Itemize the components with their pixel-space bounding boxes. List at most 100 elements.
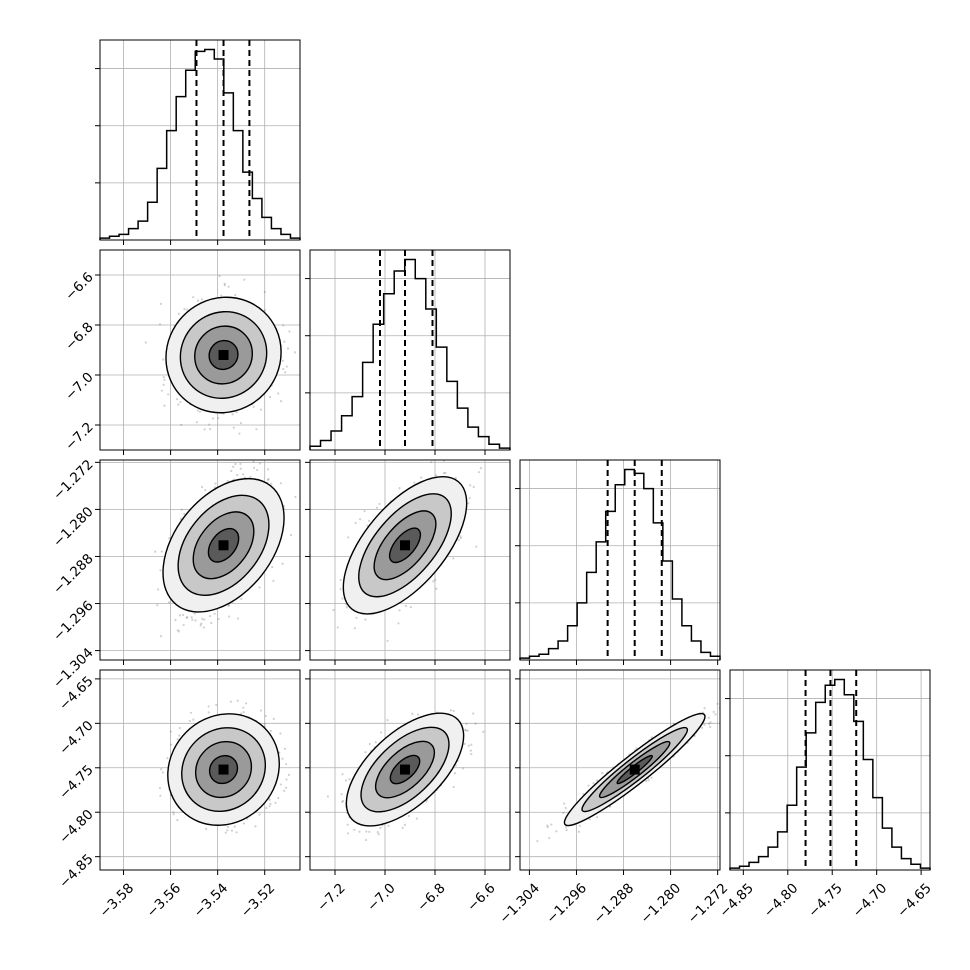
scatter-point [240,597,243,600]
scatter-point [208,614,212,618]
scatter-point [249,475,252,478]
scatter-point [336,626,339,629]
scatter-point [177,630,181,633]
scatter-point [201,617,204,621]
scatter-point [409,605,412,609]
scatter-point [214,482,217,485]
scatter-point [251,444,253,446]
scatter-point [397,622,400,625]
scatter-point [347,536,350,539]
scatter-point [259,709,263,712]
scatter-point [268,805,271,808]
scatter-point [232,426,235,429]
histogram-step [99,48,301,240]
scatter-point [452,557,455,560]
scatter-point [263,309,267,312]
density-peak [400,540,410,551]
scatter-point [167,601,171,604]
scatter-point [182,623,185,627]
scatter-point [279,482,282,485]
histogram-step [309,258,511,450]
histogram-step [519,468,721,660]
scatter-point [190,616,193,619]
scatter-point [339,588,342,591]
scatter-point [193,612,196,615]
scatter-point [226,825,229,829]
scatter-point [159,569,162,572]
scatter-point [220,294,223,297]
scatter-point [242,473,245,476]
scatter-point [172,813,175,816]
scatter-point [204,489,207,492]
scatter-point [196,409,199,412]
scatter-point [192,296,195,299]
scatter-point [217,617,220,621]
scatter-point [177,312,180,315]
scatter-point [196,299,200,302]
scatter-point [435,587,438,590]
scatter-point [353,627,356,630]
scatter-point [235,473,239,477]
scatter-point [159,635,163,638]
scatter-point [413,481,416,484]
scatter-point [179,400,182,404]
scatter-point [199,624,202,627]
scatter-point [183,512,186,515]
scatter-point [258,462,261,465]
scatter-point [232,465,235,468]
scatter-point [279,400,283,403]
scatter-point [378,502,381,506]
scatter-point [288,330,291,333]
scatter-point [282,368,285,371]
scatter-point [355,616,358,619]
scatter-point [243,278,246,281]
scatter-point [179,517,182,521]
scatter-point [358,518,362,521]
scatter-point [398,487,401,490]
scatter-point [270,482,273,485]
scatter-point [252,466,256,469]
scatter-point [339,578,342,582]
scatter-point [160,389,163,392]
scatter-point [185,616,188,620]
scatter-point [162,358,165,361]
scatter-point [223,282,226,285]
scatter-point [159,302,163,306]
scatter-point [367,519,371,523]
scatter-point [160,550,163,553]
scatter-point [162,383,165,386]
scatter-point [267,468,270,471]
scatter-point [459,536,463,540]
scatter-point [457,538,460,542]
scatter-point [285,778,288,781]
scatter-point [239,467,242,470]
scatter-point [195,421,198,424]
scatter-point [469,484,472,487]
scatter-point [234,293,237,297]
scatter-point [226,479,229,483]
scatter-point [227,604,230,607]
density-peak [218,540,229,551]
scatter-point [162,376,165,379]
scatter-point [186,616,189,619]
scatter-point [285,763,288,766]
scatter-point [266,478,270,481]
scatter-point [203,428,206,431]
scatter-point [444,471,447,475]
scatter-point [198,410,202,413]
scatter-point [239,421,242,425]
scatter-point [293,351,297,354]
scatter-point [228,615,231,618]
scatter-point [294,495,297,499]
scatter-point [156,604,159,607]
scatter-point [174,618,177,622]
scatter-point [168,537,171,540]
scatter-point [281,562,284,565]
scatter-point [472,485,475,489]
scatter-point [475,545,478,548]
scatter-point [252,460,255,463]
scatter-point [209,428,212,431]
scatter-point [218,274,221,278]
scatter-point [341,597,344,600]
scatter-point [154,550,157,553]
